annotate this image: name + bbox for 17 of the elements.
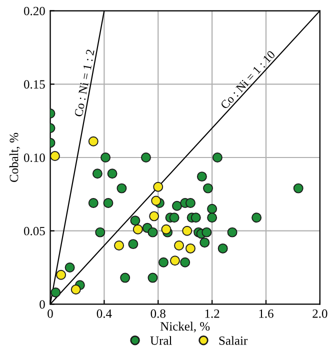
x-tick-label: 2.0 bbox=[312, 309, 328, 318]
y-tick-label: 0 bbox=[40, 300, 45, 309]
legend-label: Salair bbox=[219, 336, 248, 345]
y-tick-label: 0.10 bbox=[24, 154, 45, 162]
y-tick-label: 0.20 bbox=[24, 6, 45, 16]
x-tick-label: 0.8 bbox=[150, 309, 166, 318]
x-axis-title: Nickel, % bbox=[160, 322, 210, 332]
annotation: Co : Ni = 1 : 10 bbox=[220, 50, 276, 110]
legend-label: Ural bbox=[150, 336, 172, 345]
y-axis-title: Cobalt, % bbox=[9, 132, 20, 182]
annotation: Co : Ni = 1 : 2 bbox=[74, 49, 94, 117]
y-tick-label: 0.15 bbox=[24, 80, 45, 89]
y-tick-label: 0.05 bbox=[24, 226, 45, 236]
x-tick-label: 1.6 bbox=[259, 309, 274, 318]
x-tick-label: 1.2 bbox=[205, 309, 220, 318]
x-tick-label: 0 bbox=[48, 309, 53, 318]
x-tick-label: 0.4 bbox=[96, 309, 112, 318]
